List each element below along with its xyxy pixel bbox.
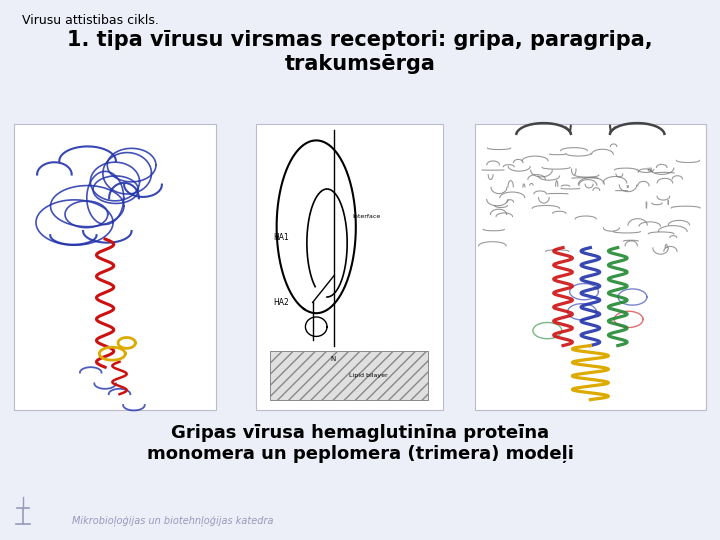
Text: Lipid bilayer: Lipid bilayer	[348, 373, 387, 378]
Bar	[270, 351, 428, 400]
Text: N: N	[330, 356, 336, 362]
FancyBboxPatch shape	[256, 124, 443, 410]
Text: Gripas vīrusa hemaglutinīna proteīna
monomera un peplomera (trimera) modeļi: Gripas vīrusa hemaglutinīna proteīna mon…	[147, 424, 573, 463]
Text: Virusu attistibas cikls.: Virusu attistibas cikls.	[22, 14, 158, 26]
FancyBboxPatch shape	[14, 124, 216, 410]
Text: 1. tipa vīrusu virsmas receptori: gripa, paragripa,
trakumsērga: 1. tipa vīrusu virsmas receptori: gripa,…	[67, 30, 653, 73]
Text: HA2: HA2	[273, 298, 289, 307]
Text: HA1: HA1	[273, 233, 289, 242]
Text: Interface: Interface	[352, 213, 380, 219]
FancyBboxPatch shape	[475, 124, 706, 410]
Text: Mikrobioļoģijas un biotehnļoģijas katedra: Mikrobioļoģijas un biotehnļoģijas katedr…	[72, 516, 274, 526]
